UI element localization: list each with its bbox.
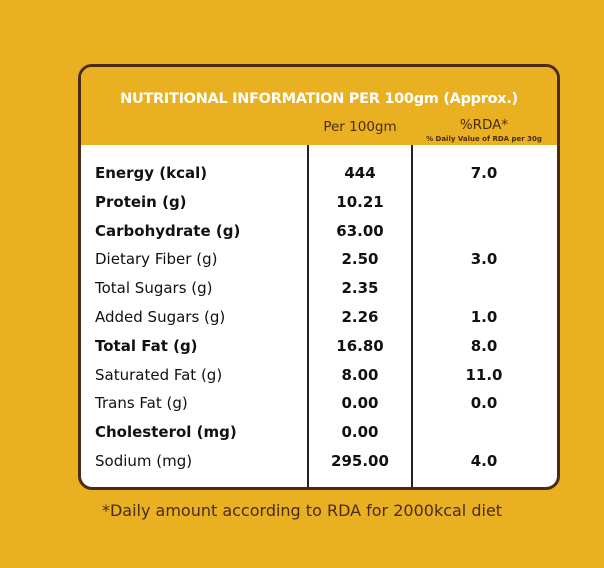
table-row: Dietary Fiber (g) 2.50 3.0	[81, 246, 557, 274]
per-100gm-value: 0.00	[341, 394, 379, 413]
rda-value: 8.0	[470, 336, 498, 355]
nutrition-table: NUTRITIONAL INFORMATION PER 100gm (Appro…	[78, 64, 560, 490]
column-subheader-rda: % Daily Value of RDA per 30g	[426, 135, 542, 143]
nutrient-name: Trans Fat (g)	[95, 394, 188, 413]
nutrient-name: Energy (kcal)	[95, 164, 208, 182]
footnote: *Daily amount according to RDA for 2000k…	[101, 501, 503, 520]
table-row: Trans Fat (g) 0.00 0.0	[81, 390, 557, 418]
per-100gm-value: 444	[344, 164, 376, 182]
per-100gm-value: 2.26	[341, 308, 379, 326]
rda-value: 0.0	[470, 394, 498, 413]
per-100gm-value: 8.00	[341, 365, 379, 384]
per-100gm-value: 16.80	[336, 336, 384, 355]
table-row: Total Fat (g) 16.80 8.0	[81, 333, 557, 361]
rda-value: 1.0	[470, 308, 498, 326]
per-100gm-value: 295.00	[331, 452, 389, 470]
nutrient-name: Added Sugars (g)	[95, 308, 226, 326]
nutrient-name: Total Sugars (g)	[95, 279, 213, 298]
column-divider	[307, 145, 309, 487]
per-100gm-value: 10.21	[336, 192, 384, 211]
table-row: Cholesterol (mg) 0.00	[81, 419, 557, 447]
nutrient-name: Protein (g)	[95, 192, 187, 211]
nutrient-name: Sodium (mg)	[95, 452, 193, 470]
rda-value: 11.0	[465, 365, 503, 384]
table-title: NUTRITIONAL INFORMATION PER 100gm (Appro…	[120, 91, 518, 107]
table-row: Sodium (mg) 295.00 4.0	[81, 448, 557, 476]
rda-value: 3.0	[470, 250, 498, 269]
column-header-rda: %RDA*	[459, 117, 509, 133]
per-100gm-value: 2.50	[341, 250, 379, 269]
nutrient-name: Dietary Fiber (g)	[95, 250, 218, 269]
per-100gm-value: 63.00	[336, 221, 384, 240]
table-row: Carbohydrate (g) 63.00	[81, 218, 557, 246]
nutrient-name: Total Fat (g)	[95, 336, 198, 355]
nutrient-name: Carbohydrate (g)	[95, 221, 241, 240]
table-row: Added Sugars (g) 2.26 1.0	[81, 304, 557, 332]
table-row: Protein (g) 10.21	[81, 189, 557, 217]
rda-value: 7.0	[470, 164, 498, 182]
per-100gm-value: 2.35	[341, 279, 379, 298]
table-header: NUTRITIONAL INFORMATION PER 100gm (Appro…	[81, 67, 557, 145]
nutrient-name: Saturated Fat (g)	[95, 365, 223, 384]
table-row: Energy (kcal) 444 7.0	[81, 160, 557, 188]
per-100gm-value: 0.00	[341, 423, 379, 442]
nutrient-name: Cholesterol (mg)	[95, 423, 237, 442]
rda-value: 4.0	[470, 452, 498, 470]
table-row: Saturated Fat (g) 8.00 11.0	[81, 362, 557, 390]
column-divider	[411, 145, 413, 487]
table-row: Total Sugars (g) 2.35	[81, 275, 557, 303]
column-header-per-100gm: Per 100gm	[323, 119, 397, 135]
